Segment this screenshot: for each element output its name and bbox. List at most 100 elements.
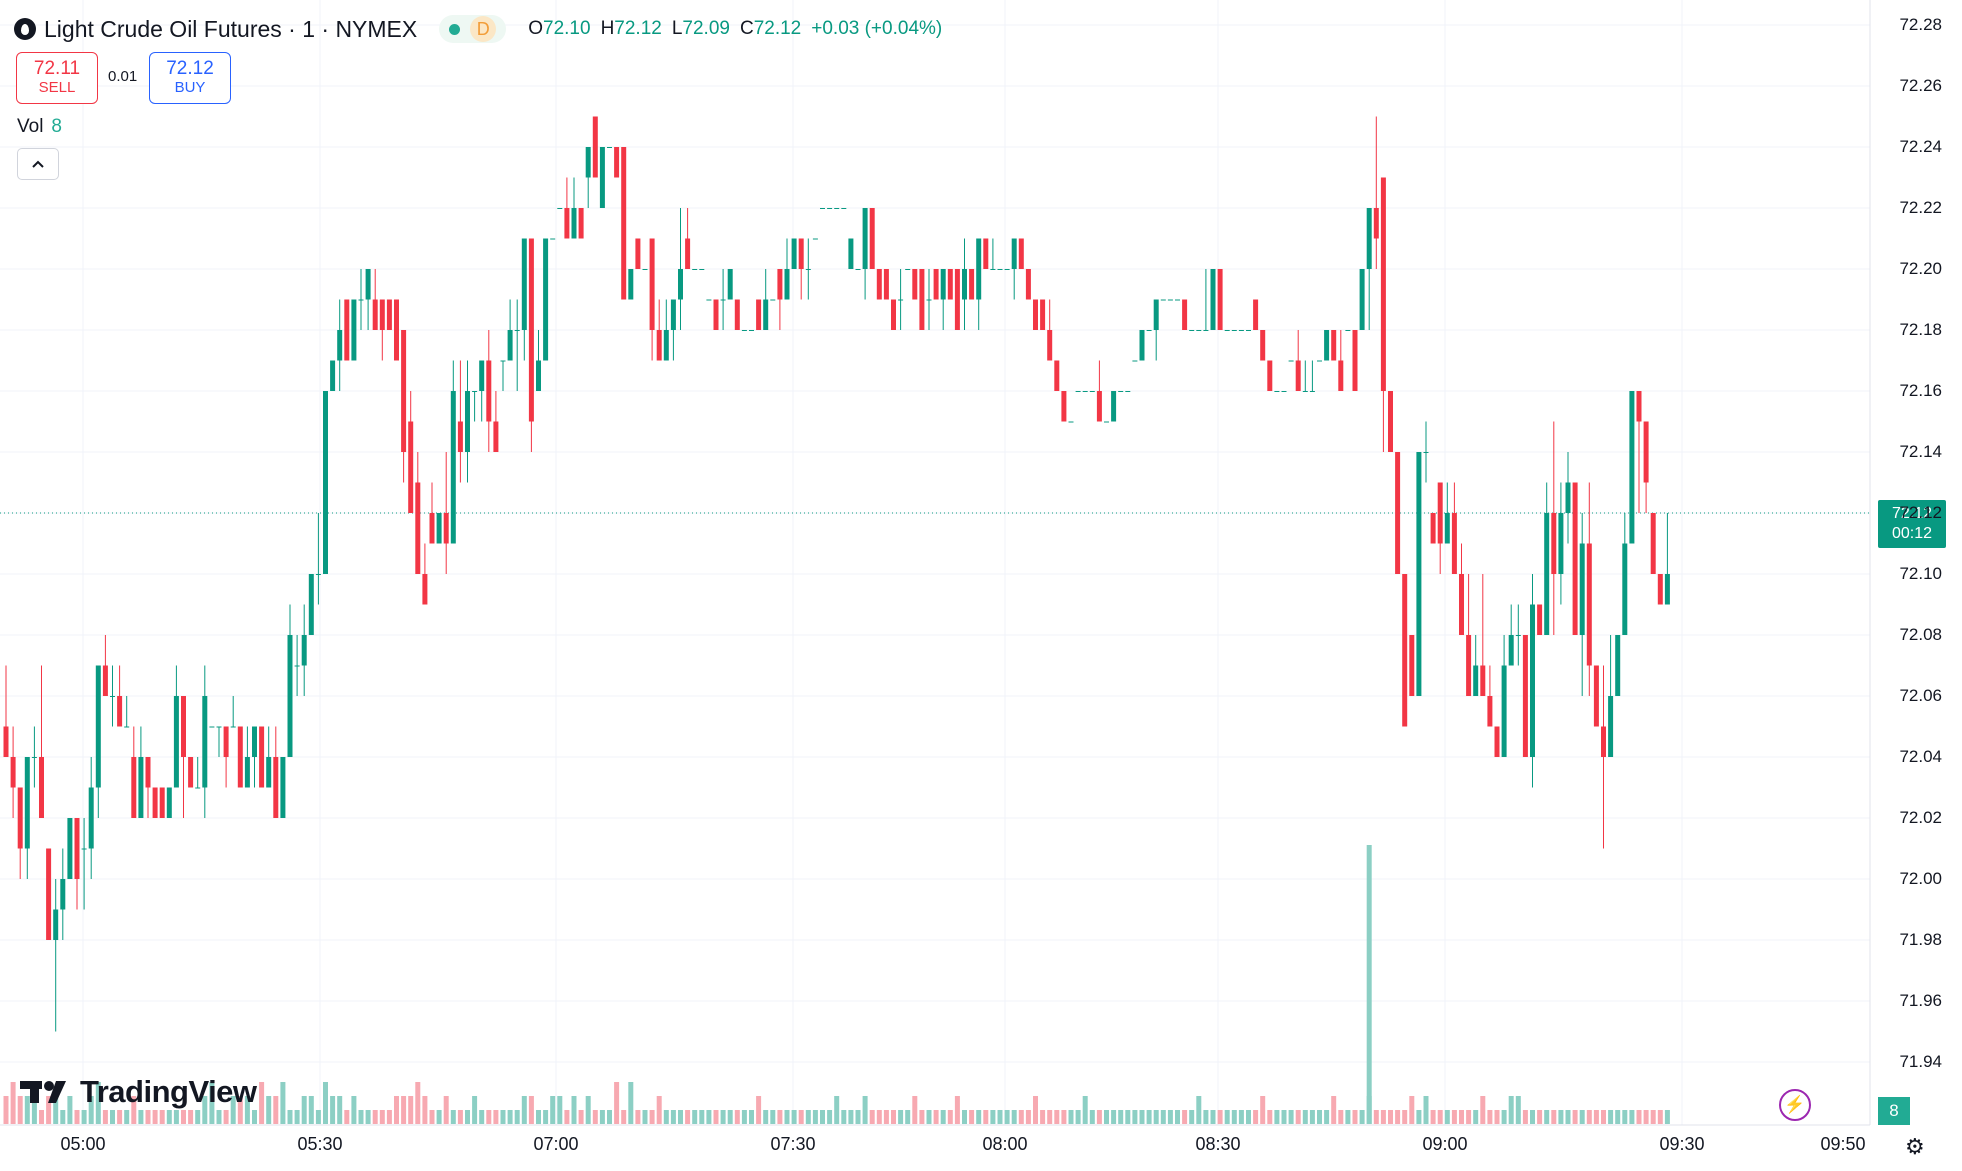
candle-body — [1650, 513, 1656, 574]
time-tick-label: 05:30 — [297, 1134, 343, 1154]
volume-bar — [1217, 1110, 1223, 1124]
volume-bar — [1196, 1096, 1202, 1124]
volume-bar — [1636, 1110, 1642, 1124]
volume-bar — [528, 1096, 534, 1124]
volume-bar — [173, 1110, 179, 1124]
volume-bar — [1324, 1110, 1330, 1124]
candle-body — [869, 208, 875, 269]
volume-bar — [1146, 1110, 1152, 1124]
candle-body — [1586, 543, 1592, 666]
candle-body — [550, 238, 556, 240]
candle-body — [1466, 635, 1472, 696]
candle-body — [734, 299, 740, 330]
candle-body — [1246, 330, 1251, 331]
candle-body — [578, 208, 584, 239]
volume-bar — [1004, 1110, 1010, 1124]
candle-body — [898, 299, 904, 301]
candle-body — [777, 269, 783, 300]
candle-body — [1601, 726, 1606, 757]
price-tick-label: 72.24 — [1899, 137, 1942, 156]
sell-button[interactable]: 72.11 SELL — [16, 52, 98, 104]
volume-bar — [216, 1110, 222, 1124]
volume-bar — [181, 1110, 186, 1124]
symbol-title[interactable]: Light Crude Oil Futures · 1 · NYMEX — [44, 15, 418, 42]
volume-bar — [1622, 1110, 1628, 1124]
price-tick-label: 72.28 — [1899, 15, 1942, 34]
gear-icon[interactable]: ⚙ — [1905, 1134, 1925, 1159]
candle-body — [1473, 665, 1479, 696]
buy-button[interactable]: 72.12 BUY — [149, 52, 231, 104]
volume-bar — [1437, 1110, 1443, 1124]
volume-bar — [74, 1110, 80, 1124]
price-tick-label: 72.10 — [1899, 564, 1942, 583]
candle-body — [592, 116, 598, 178]
time-tick-label: 05:00 — [60, 1134, 106, 1154]
volume-bar — [1657, 1110, 1663, 1124]
volume-bar — [323, 1082, 328, 1124]
volume-bar — [1629, 1110, 1635, 1124]
volume-bar — [749, 1110, 754, 1124]
volume-bar — [1423, 1096, 1429, 1124]
volume-bar — [1473, 1110, 1479, 1124]
candle-body — [1281, 391, 1287, 392]
ohlc-high-key: H — [600, 18, 615, 39]
sell-label: SELL — [38, 79, 76, 96]
candle-body — [315, 574, 321, 575]
candle-body — [770, 299, 776, 301]
volume-bar — [1615, 1110, 1621, 1124]
candle-body — [1274, 391, 1280, 392]
spread-value: 0.01 — [108, 68, 138, 85]
volume-bar — [1416, 1110, 1422, 1124]
volume-bar — [812, 1110, 818, 1124]
candle-body — [1238, 330, 1244, 331]
volume-bar — [500, 1110, 506, 1124]
volume-bar — [1586, 1110, 1592, 1124]
time-tick-label: 07:00 — [533, 1134, 579, 1154]
volume-bar — [394, 1096, 399, 1124]
candle-body — [465, 391, 470, 452]
candle-body — [663, 330, 669, 361]
candle-body — [1054, 360, 1060, 391]
market-status[interactable]: D — [439, 15, 507, 43]
candle-body — [1338, 360, 1344, 391]
volume-bar — [592, 1110, 598, 1124]
volume-bar — [1409, 1096, 1415, 1124]
volume-bar — [1224, 1110, 1230, 1124]
candle-body — [784, 269, 790, 300]
volume-bar — [791, 1110, 797, 1124]
candle-body — [67, 818, 73, 879]
volume-legend[interactable]: Vol 8 — [17, 116, 62, 138]
candle-body — [1593, 665, 1599, 727]
volume-bar — [301, 1096, 307, 1124]
lightning-icon[interactable]: ⚡ — [1779, 1089, 1811, 1121]
volume-bar — [557, 1096, 563, 1124]
volume-bar — [883, 1110, 889, 1124]
volume-bar — [770, 1110, 776, 1124]
candle-body — [1444, 513, 1450, 544]
volume-bar — [1260, 1096, 1266, 1124]
tradingview-logo[interactable]: TradingView — [20, 1074, 257, 1110]
tradingview-logo-icon — [20, 1081, 66, 1103]
candle-body — [543, 238, 549, 361]
candle-body — [1224, 330, 1230, 331]
volume-bar — [1530, 1110, 1535, 1124]
candle-body — [990, 269, 996, 270]
volume-bar — [905, 1110, 911, 1124]
volume-bar — [1153, 1110, 1159, 1124]
price-tick-label: 72.18 — [1899, 320, 1942, 339]
volume-bar — [1025, 1110, 1031, 1124]
volume-bar — [550, 1096, 556, 1124]
candle-body — [401, 330, 407, 452]
volume-bar — [110, 1110, 115, 1124]
volume-bar — [195, 1110, 201, 1124]
candle-body — [1416, 452, 1422, 696]
candle-body — [81, 848, 87, 850]
candle-body — [60, 879, 66, 910]
candle-body — [138, 757, 144, 818]
candle-body — [905, 269, 911, 270]
volume-bar — [351, 1096, 357, 1124]
collapse-legend-button[interactable] — [17, 148, 59, 180]
volume-bar — [1011, 1110, 1017, 1124]
candle-body — [749, 330, 754, 331]
